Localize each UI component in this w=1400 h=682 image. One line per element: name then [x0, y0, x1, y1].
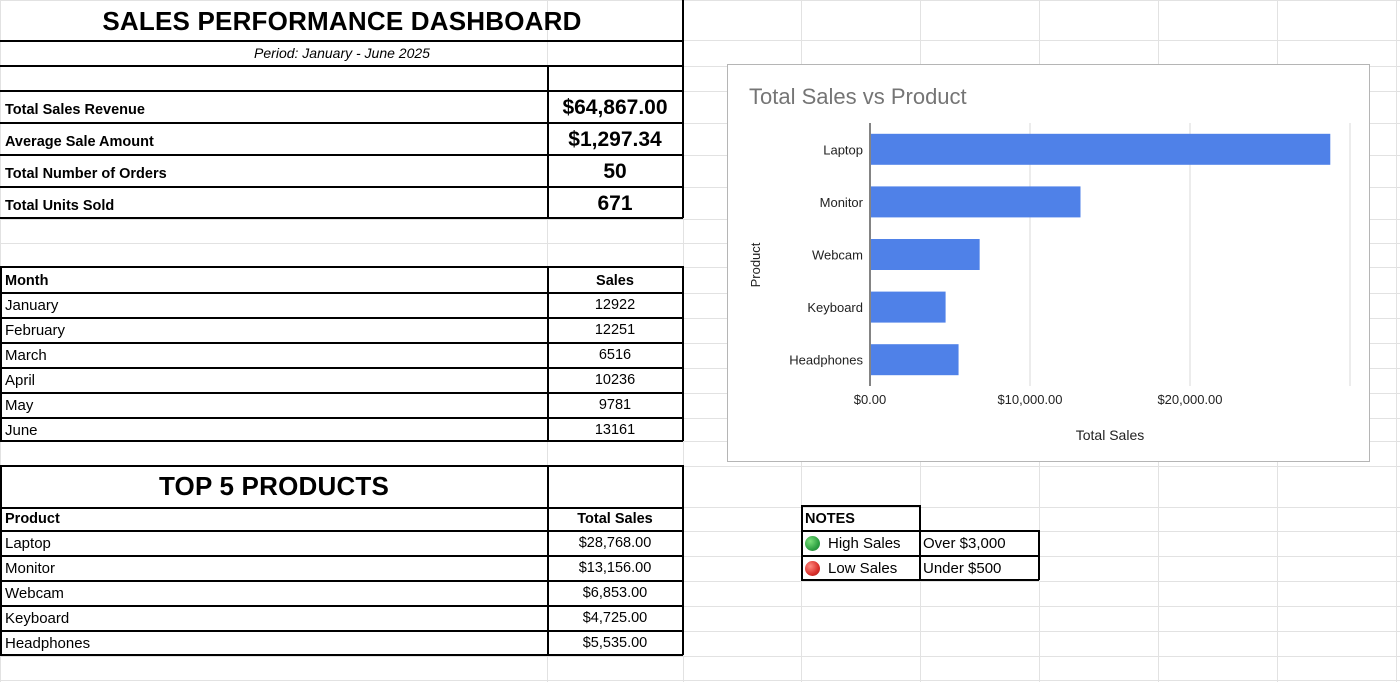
border-line — [0, 555, 683, 557]
kpi-units-sold-value[interactable]: 671 — [597, 192, 633, 215]
kpi-total-revenue-label: Total Sales Revenue — [5, 102, 145, 118]
border-line — [0, 630, 683, 632]
table-row-month[interactable]: June — [5, 422, 38, 439]
border-line — [0, 580, 683, 582]
border-line — [682, 0, 684, 218]
border-line — [0, 317, 683, 319]
chart-bar-headphones[interactable] — [871, 344, 959, 376]
chart-ylabel: Product — [748, 242, 763, 287]
chart-xlabel: Total Sales — [1076, 427, 1144, 443]
green-circle-icon — [805, 536, 820, 551]
border-line — [0, 605, 683, 607]
kpi-average-sale-value[interactable]: $1,297.34 — [568, 128, 662, 151]
chart-canvas: Total Sales vs Product Product Total Sal… — [748, 84, 1351, 443]
border-line — [547, 65, 549, 218]
total-sales-column-header: Total Sales — [577, 511, 653, 527]
sales-column-header: Sales — [596, 273, 634, 289]
table-row-sales[interactable]: 13161 — [594, 422, 636, 438]
product-column-header: Product — [5, 511, 60, 527]
table-row-product[interactable]: Webcam — [5, 585, 64, 602]
note-low-sales-desc[interactable]: Under $500 — [923, 560, 1002, 577]
border-line — [0, 465, 683, 467]
border-line — [0, 367, 683, 369]
table-row-sales[interactable]: 10236 — [594, 372, 636, 388]
border-line — [547, 465, 549, 655]
border-line — [801, 505, 803, 580]
table-row-product[interactable]: Monitor — [5, 560, 56, 577]
note-high-sales[interactable]: High Sales — [805, 531, 919, 555]
chart-category-label: Webcam — [812, 248, 863, 263]
border-line — [0, 465, 2, 655]
table-row-sales[interactable]: 9781 — [598, 397, 632, 413]
table-row-sales[interactable]: 12251 — [594, 322, 636, 338]
border-line — [1038, 530, 1040, 580]
table-row-product[interactable]: Laptop — [5, 535, 51, 552]
kpi-total-revenue-value[interactable]: $64,867.00 — [562, 96, 668, 119]
kpi-total-orders-label: Total Number of Orders — [5, 166, 167, 182]
chart-category-label: Headphones — [789, 353, 863, 368]
kpi-average-sale-label: Average Sale Amount — [5, 134, 154, 150]
border-line — [547, 266, 549, 441]
chart-xtick-label: $20,000.00 — [1157, 392, 1222, 407]
kpi-total-orders-value[interactable]: 50 — [603, 160, 627, 183]
border-line — [0, 65, 683, 67]
border-line — [0, 90, 683, 92]
border-line — [0, 154, 683, 156]
border-line — [0, 266, 683, 268]
note-label: High Sales — [828, 535, 901, 552]
table-row-product[interactable]: Headphones — [5, 635, 91, 652]
table-row-month[interactable]: March — [5, 347, 47, 364]
note-label: Low Sales — [828, 560, 898, 577]
sales-bar-chart[interactable]: Total Sales vs Product Product Total Sal… — [727, 64, 1370, 462]
border-line — [0, 342, 683, 344]
border-line — [0, 417, 683, 419]
red-circle-icon — [805, 561, 820, 576]
chart-category-label: Keyboard — [807, 300, 863, 315]
border-line — [682, 266, 684, 441]
top-products-title: TOP 5 PRODUCTS — [158, 471, 390, 501]
border-line — [0, 40, 683, 42]
table-row-product[interactable]: Keyboard — [5, 610, 70, 627]
table-row-month[interactable]: February — [5, 322, 66, 339]
table-row-month[interactable]: May — [5, 397, 34, 414]
note-low-sales[interactable]: Low Sales — [805, 556, 919, 580]
chart-bar-keyboard[interactable] — [871, 291, 946, 323]
chart-title: Total Sales vs Product — [749, 84, 967, 109]
chart-category-label: Laptop — [823, 142, 863, 157]
kpi-units-sold-label: Total Units Sold — [5, 198, 115, 214]
table-row-total[interactable]: $5,535.00 — [582, 635, 648, 651]
chart-xtick-label: $10,000.00 — [997, 392, 1062, 407]
table-row-sales[interactable]: 12922 — [594, 297, 636, 313]
table-row-total[interactable]: $4,725.00 — [582, 610, 648, 626]
table-row-month[interactable]: January — [5, 297, 59, 314]
page-title: SALES PERFORMANCE DASHBOARD — [102, 6, 582, 36]
border-line — [0, 122, 683, 124]
table-row-sales[interactable]: 6516 — [598, 347, 632, 363]
chart-bar-webcam[interactable] — [871, 239, 980, 270]
chart-category-label: Monitor — [820, 195, 864, 210]
border-line — [0, 217, 683, 219]
table-row-total[interactable]: $13,156.00 — [578, 560, 652, 576]
border-line — [0, 186, 683, 188]
chart-bar-laptop[interactable] — [871, 133, 1331, 165]
month-column-header: Month — [5, 273, 49, 289]
border-line — [0, 440, 683, 442]
chart-xtick-label: $0.00 — [854, 392, 887, 407]
border-line — [682, 465, 684, 655]
border-line — [0, 266, 2, 441]
border-line — [0, 392, 683, 394]
notes-title: NOTES — [805, 511, 855, 527]
note-high-sales-desc[interactable]: Over $3,000 — [923, 535, 1006, 552]
table-row-month[interactable]: April — [5, 372, 36, 389]
table-row-total[interactable]: $28,768.00 — [578, 535, 652, 551]
border-line — [801, 505, 920, 507]
period-subtitle: Period: January - June 2025 — [254, 45, 430, 61]
border-line — [919, 505, 921, 580]
chart-bar-monitor[interactable] — [871, 186, 1081, 218]
border-line — [0, 507, 683, 509]
border-line — [0, 654, 683, 656]
border-line — [0, 530, 683, 532]
table-row-total[interactable]: $6,853.00 — [582, 585, 648, 601]
border-line — [0, 292, 683, 294]
